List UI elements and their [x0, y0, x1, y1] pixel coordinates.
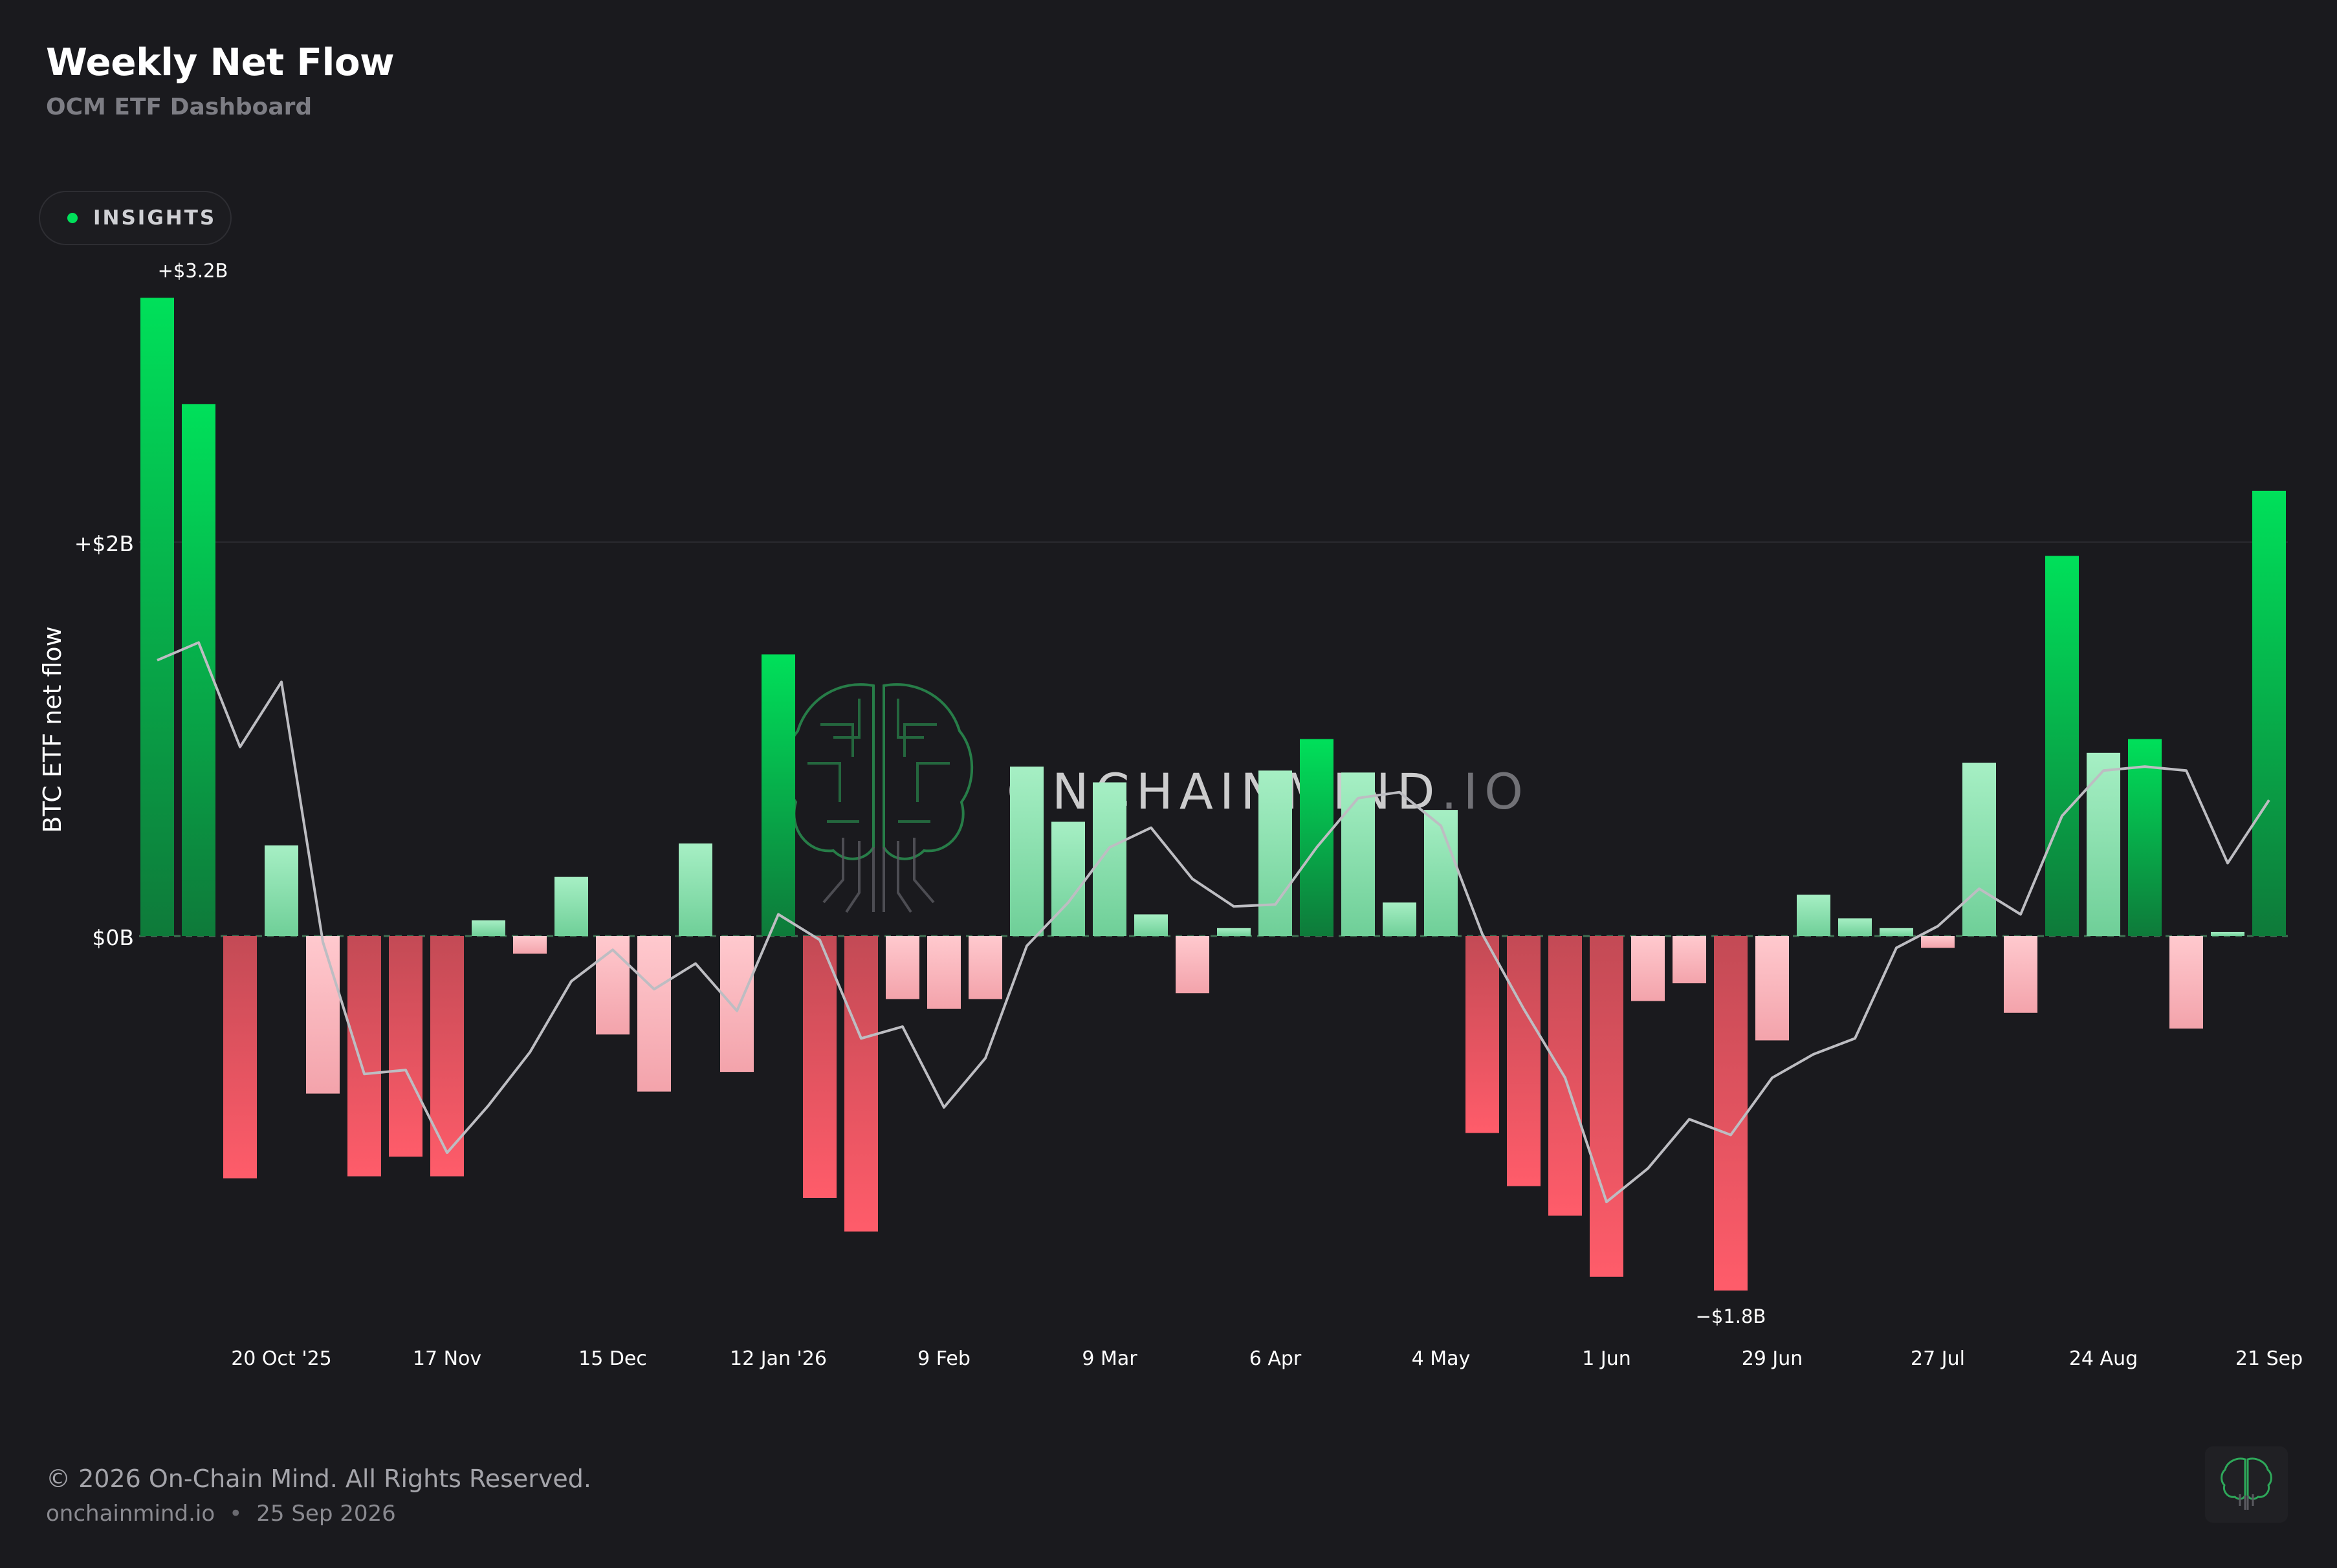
x-tick-label: 24 Aug [2069, 1347, 2138, 1370]
y-tick-label: +$2B [74, 531, 134, 556]
bar-series [140, 298, 2286, 1291]
x-tick-label: 27 Jul [1911, 1347, 1965, 1370]
y-tick-label: $0B [92, 925, 134, 950]
x-tick-label: 12 Jan '26 [730, 1347, 827, 1370]
outflow-bar [927, 936, 961, 1009]
outflow-bar [306, 936, 340, 1094]
outflow-bar [1714, 936, 1748, 1291]
inflow-bar [2087, 752, 2120, 936]
inflow-bar [1258, 770, 1292, 936]
data-label: −$1.8B [1696, 1305, 1766, 1327]
inflow-bar [554, 877, 588, 936]
footer-copyright: © 2026 On-Chain Mind. All Rights Reserve… [46, 1465, 591, 1493]
x-tick-labels: 20 Oct '25 17 Nov 15 Dec 12 Jan '26 9 Feb 9 M… [231, 1347, 2303, 1370]
inflow-bar [1880, 928, 1913, 936]
outflow-bar [1507, 936, 1541, 1186]
data-labels: +$3.2B −$1.8B [158, 259, 1766, 1327]
outflow-bar [1755, 936, 1789, 1041]
insights-button[interactable]: INSIGHTS [39, 191, 232, 245]
y-axis-title: BTC ETF net flow [38, 626, 67, 833]
inflow-bar [1797, 895, 1830, 936]
outflow-bar [2169, 936, 2203, 1029]
watermark: ONCHAINMIND.IO [784, 683, 1523, 913]
watermark-text-main: ONCHAINMIND [1007, 763, 1442, 820]
inflow-bar [472, 920, 505, 936]
x-tick-label: 15 Dec [578, 1347, 647, 1370]
outflow-bar [1631, 936, 1665, 1001]
outflow-bar [720, 936, 754, 1073]
inflow-bar [140, 298, 174, 936]
x-tick-label: 21 Sep [2235, 1347, 2303, 1370]
chart-subtitle: OCM ETF Dashboard [46, 94, 313, 120]
chart-title: Weekly Net Flow [46, 40, 395, 84]
inflow-bar [1010, 767, 1044, 936]
outflow-bar [596, 936, 630, 1035]
outflow-bar [223, 936, 257, 1179]
trend-line [157, 641, 2270, 1204]
outflow-bar [1921, 936, 1955, 948]
outflow-bar [1673, 936, 1706, 984]
inflow-bar [1838, 918, 1872, 936]
inflow-bar [2252, 490, 2286, 936]
outflow-bar [389, 936, 422, 1157]
brand-badge [2205, 1446, 2288, 1523]
inflow-bar [1093, 782, 1126, 936]
outflow-bar [1465, 936, 1499, 1133]
inflow-bar [2211, 931, 2244, 936]
status-dot-icon [67, 213, 78, 223]
inflow-bar [1300, 739, 1333, 936]
x-tick-label: 9 Mar [1082, 1347, 1137, 1370]
inflow-bar [1962, 763, 1996, 936]
inflow-bar [679, 843, 712, 936]
x-tick-label: 6 Apr [1249, 1347, 1302, 1370]
data-label: +$3.2B [158, 259, 228, 281]
outflow-bar [430, 936, 464, 1177]
x-tick-label: 9 Feb [917, 1347, 971, 1370]
inflow-bar [2045, 556, 2079, 936]
x-tick-label: 29 Jun [1742, 1347, 1803, 1370]
footer-separator: • [229, 1501, 243, 1527]
x-tick-label: 17 Nov [413, 1347, 481, 1370]
footer-meta: onchainmind.io • 25 Sep 2026 [46, 1501, 396, 1527]
outflow-bar [1176, 936, 1209, 994]
inflow-bar [1424, 810, 1458, 936]
outflow-bar [347, 936, 381, 1177]
footer-date: 25 Sep 2026 [256, 1501, 396, 1527]
outflow-bar [969, 936, 1002, 999]
insights-label: INSIGHTS [93, 206, 217, 230]
inflow-bar [1217, 928, 1251, 936]
brain-circuit-icon [2221, 1457, 2272, 1510]
outflow-bar [844, 936, 878, 1232]
inflow-bar [1051, 822, 1085, 936]
outflow-bar [2004, 936, 2037, 1013]
x-tick-label: 20 Oct '25 [231, 1347, 332, 1370]
inflow-bar [762, 654, 795, 936]
brain-circuit-icon [784, 683, 974, 913]
outflow-bar [637, 936, 671, 1092]
outflow-bar [886, 936, 919, 999]
inflow-bar [2128, 739, 2162, 936]
footer-site-link[interactable]: onchainmind.io [46, 1501, 215, 1527]
outflow-bar [1590, 936, 1623, 1277]
inflow-bar [265, 845, 298, 936]
outflow-bar [513, 936, 547, 954]
x-tick-label: 4 May [1412, 1347, 1471, 1370]
x-tick-label: 1 Jun [1582, 1347, 1631, 1370]
inflow-bar [1134, 914, 1168, 936]
outflow-bar [803, 936, 837, 1198]
inflow-bar [1383, 902, 1416, 936]
